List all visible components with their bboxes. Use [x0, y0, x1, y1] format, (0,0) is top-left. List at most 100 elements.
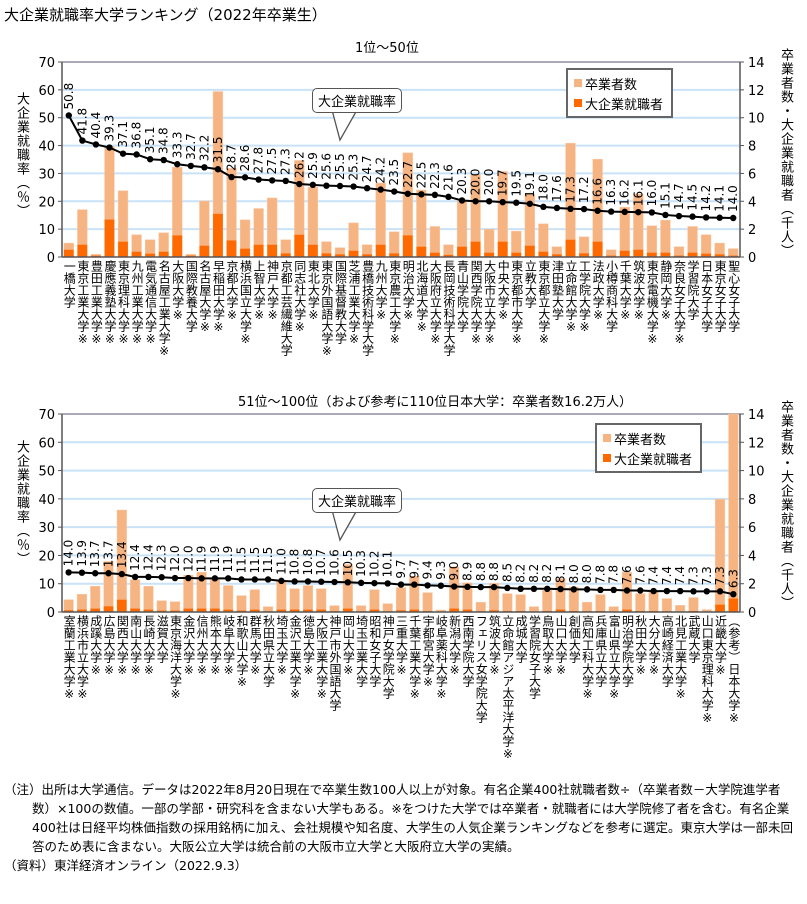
- rate-data-label: 28.6: [238, 145, 252, 172]
- rate-marker: [65, 569, 72, 576]
- bar-employees: [375, 244, 386, 257]
- rate-marker: [174, 161, 181, 168]
- category-label: 群馬大学※: [248, 615, 263, 677]
- bar-employees: [289, 609, 300, 612]
- rate-marker: [363, 184, 371, 192]
- category-label: 金沢工業大学※: [288, 615, 303, 701]
- rate-data-label: 6.3: [726, 569, 740, 588]
- rate-marker: [424, 582, 431, 589]
- rate-data-label: 13.9: [75, 540, 89, 567]
- rate-data-label: 21.6: [441, 164, 455, 191]
- rate-marker: [464, 583, 471, 591]
- legend-label: 卒業者数: [585, 77, 638, 93]
- rate-marker: [377, 186, 384, 193]
- rate-marker: [224, 575, 232, 582]
- bar-employees: [362, 254, 372, 257]
- rate-marker: [251, 576, 258, 583]
- rate-data-label: 8.2: [540, 564, 554, 583]
- y-axis-left-title: 大企業就職率（％）: [14, 92, 29, 218]
- rate-data-label: 28.7: [225, 144, 239, 171]
- tick-label-right: 4: [748, 549, 756, 564]
- category-label: 山口大学※: [554, 615, 569, 677]
- bar-employees: [321, 253, 332, 257]
- bar-graduates: [582, 601, 593, 613]
- bar-employees: [728, 598, 739, 612]
- tick-label-left: 20: [38, 195, 55, 210]
- rate-data-label: 9.0: [447, 561, 461, 580]
- legend-swatch: [574, 79, 582, 87]
- rate-marker: [450, 583, 458, 590]
- category-label: 埼玉大学※: [274, 615, 289, 677]
- bar-employees: [579, 253, 589, 257]
- tick-label-right: 0: [748, 606, 756, 621]
- rate-data-label: 16.1: [631, 179, 645, 206]
- rate-marker: [171, 574, 179, 582]
- category-label: 上智大学※: [252, 260, 267, 322]
- rate-data-label: 25.9: [306, 152, 320, 179]
- rate-data-label: 14.2: [699, 185, 713, 212]
- bar-employees: [343, 608, 353, 612]
- rate-data-label: 17.2: [577, 176, 591, 203]
- rate-data-label: 12.3: [155, 544, 169, 571]
- rate-marker: [637, 587, 644, 594]
- bar-employees: [389, 253, 400, 257]
- rate-data-label: 10.7: [314, 549, 328, 576]
- rate-marker: [92, 141, 100, 148]
- rate-data-label: 33.3: [170, 132, 184, 159]
- rate-data-label: 8.9: [460, 562, 474, 581]
- tick-label-left: 30: [38, 167, 55, 182]
- category-label: 西南学院大学: [460, 615, 475, 687]
- category-label: 山口東京理科大学※: [700, 615, 715, 725]
- rate-data-label: 19.7: [496, 169, 510, 196]
- rate-data-label: 14.7: [672, 183, 686, 210]
- y-axis-left-title: 大企業就職率（％）: [14, 440, 29, 566]
- category-label: 一橋大学: [62, 260, 77, 308]
- rate-marker: [344, 579, 352, 586]
- legend-label: 大企業就職者: [614, 452, 693, 468]
- bar-graduates: [143, 586, 154, 613]
- rate-marker: [357, 579, 365, 587]
- rate-data-label: 16.6: [591, 178, 605, 205]
- category-label: 電気通信大学※: [143, 260, 158, 346]
- rate-data-label: 12.0: [181, 545, 195, 572]
- bar-employees: [143, 609, 154, 612]
- rate-marker: [477, 583, 484, 591]
- rate-marker: [318, 578, 325, 585]
- rate-marker: [540, 203, 547, 211]
- category-label: 北見工業大学※: [673, 615, 688, 701]
- rate-marker: [211, 575, 219, 582]
- category-label: 中央大学※: [496, 260, 511, 322]
- bar-graduates: [369, 589, 380, 613]
- bar-employees: [701, 253, 711, 257]
- rate-marker: [650, 587, 657, 595]
- category-label: 京都大学※: [225, 260, 239, 322]
- bar-employees: [335, 254, 345, 257]
- bar-employees: [196, 608, 207, 612]
- category-label: 奈良女子大学※: [672, 260, 687, 346]
- category-label: 長岡技術科学大学: [441, 260, 456, 356]
- bar-employees: [276, 609, 287, 612]
- rate-data-label: 35.1: [143, 127, 157, 154]
- rate-marker: [79, 137, 86, 144]
- rate-data-label: 11.9: [195, 546, 209, 573]
- tick-label-right: 6: [748, 167, 756, 182]
- rate-data-label: 23.5: [387, 159, 401, 186]
- category-label: 工学院大学※: [577, 260, 592, 334]
- bar-graduates: [648, 590, 659, 613]
- category-label: 立教大学: [523, 260, 538, 308]
- category-label: 東京都立大学※: [536, 260, 551, 346]
- bar-graduates: [395, 587, 407, 613]
- rate-marker: [557, 585, 564, 593]
- page-title: 大企業就職率大学ランキング（2022年卒業生）: [4, 6, 327, 24]
- category-label: 室蘭工業大学※: [62, 615, 77, 701]
- category-label: 新潟大学※: [447, 615, 462, 677]
- rate-marker: [730, 590, 737, 598]
- rate-data-label: 22.3: [428, 162, 442, 189]
- legend-swatch: [574, 99, 582, 107]
- category-label: 学習院大学: [686, 260, 701, 320]
- category-label: 大阪市立大学※: [482, 260, 497, 346]
- bar-employees: [240, 248, 250, 257]
- bar-employees: [409, 609, 420, 612]
- bar-employees: [307, 244, 318, 257]
- legend-label: 卒業者数: [614, 432, 667, 448]
